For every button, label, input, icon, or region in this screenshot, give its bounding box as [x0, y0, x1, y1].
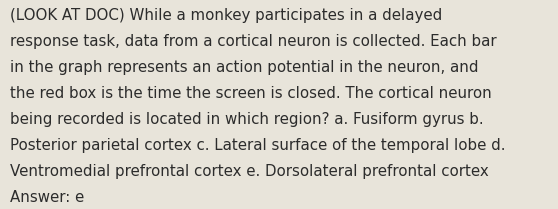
Text: in the graph represents an action potential in the neuron, and: in the graph represents an action potent…: [10, 60, 479, 75]
Text: Posterior parietal cortex c. Lateral surface of the temporal lobe d.: Posterior parietal cortex c. Lateral sur…: [10, 138, 506, 153]
Text: (LOOK AT DOC) While a monkey participates in a delayed: (LOOK AT DOC) While a monkey participate…: [10, 8, 442, 23]
Text: being recorded is located in which region? a. Fusiform gyrus b.: being recorded is located in which regio…: [10, 112, 484, 127]
Text: Ventromedial prefrontal cortex e. Dorsolateral prefrontal cortex: Ventromedial prefrontal cortex e. Dorsol…: [10, 164, 489, 179]
Text: Answer: e: Answer: e: [10, 190, 84, 205]
Text: the red box is the time the screen is closed. The cortical neuron: the red box is the time the screen is cl…: [10, 86, 492, 101]
Text: response task, data from a cortical neuron is collected. Each bar: response task, data from a cortical neur…: [10, 34, 497, 49]
